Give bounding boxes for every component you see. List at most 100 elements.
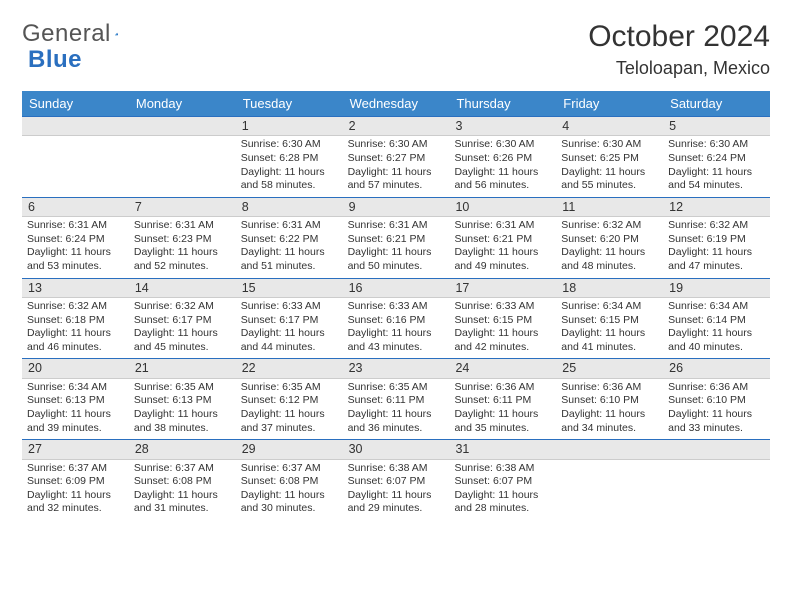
daylight-text: Daylight: 11 hours <box>454 489 551 503</box>
sunset-text: Sunset: 6:17 PM <box>241 314 338 328</box>
cell-body: Sunrise: 6:36 AMSunset: 6:10 PMDaylight:… <box>663 379 770 440</box>
day-number: 31 <box>449 439 556 459</box>
daylight-text: and 29 minutes. <box>348 502 445 516</box>
daylight-text: and 32 minutes. <box>27 502 124 516</box>
sunrise-text: Sunrise: 6:31 AM <box>348 219 445 233</box>
calendar-cell: 24Sunrise: 6:36 AMSunset: 6:11 PMDayligh… <box>449 358 556 439</box>
sunset-text: Sunset: 6:25 PM <box>561 152 658 166</box>
sunset-text: Sunset: 6:15 PM <box>561 314 658 328</box>
day-number: 14 <box>129 278 236 298</box>
daylight-text: Daylight: 11 hours <box>454 408 551 422</box>
sunset-text: Sunset: 6:18 PM <box>27 314 124 328</box>
calendar-cell: 18Sunrise: 6:34 AMSunset: 6:15 PMDayligh… <box>556 278 663 359</box>
calendar-week: 27Sunrise: 6:37 AMSunset: 6:09 PMDayligh… <box>22 439 770 520</box>
sunset-text: Sunset: 6:21 PM <box>454 233 551 247</box>
day-number: 4 <box>556 116 663 136</box>
cell-body: Sunrise: 6:30 AMSunset: 6:26 PMDaylight:… <box>449 136 556 197</box>
day-header: Monday <box>129 91 236 116</box>
daylight-text: and 47 minutes. <box>668 260 765 274</box>
weeks: ....1Sunrise: 6:30 AMSunset: 6:28 PMDayl… <box>22 116 770 520</box>
day-number: . <box>129 116 236 136</box>
day-number: 12 <box>663 197 770 217</box>
day-header: Sunday <box>22 91 129 116</box>
day-number: 28 <box>129 439 236 459</box>
sunset-text: Sunset: 6:22 PM <box>241 233 338 247</box>
calendar-cell: 31Sunrise: 6:38 AMSunset: 6:07 PMDayligh… <box>449 439 556 520</box>
day-number: 13 <box>22 278 129 298</box>
day-number: 8 <box>236 197 343 217</box>
cell-body: Sunrise: 6:37 AMSunset: 6:09 PMDaylight:… <box>22 460 129 521</box>
day-number: 7 <box>129 197 236 217</box>
daylight-text: Daylight: 11 hours <box>134 408 231 422</box>
sunrise-text: Sunrise: 6:37 AM <box>241 462 338 476</box>
day-number: 21 <box>129 358 236 378</box>
cell-body: Sunrise: 6:33 AMSunset: 6:17 PMDaylight:… <box>236 298 343 359</box>
sunrise-text: Sunrise: 6:30 AM <box>348 138 445 152</box>
logo-triangle-icon <box>115 26 118 42</box>
sunset-text: Sunset: 6:24 PM <box>27 233 124 247</box>
cell-body: Sunrise: 6:31 AMSunset: 6:21 PMDaylight:… <box>343 217 450 278</box>
sunset-text: Sunset: 6:12 PM <box>241 394 338 408</box>
calendar-cell: .. <box>556 439 663 520</box>
daylight-text: Daylight: 11 hours <box>241 327 338 341</box>
daylight-text: Daylight: 11 hours <box>348 246 445 260</box>
daylight-text: and 35 minutes. <box>454 422 551 436</box>
sunrise-text: Sunrise: 6:36 AM <box>561 381 658 395</box>
daylight-text: and 58 minutes. <box>241 179 338 193</box>
sunset-text: Sunset: 6:09 PM <box>27 475 124 489</box>
day-header: Friday <box>556 91 663 116</box>
cell-body: Sunrise: 6:35 AMSunset: 6:12 PMDaylight:… <box>236 379 343 440</box>
calendar-cell: 11 Sunrise: 6:32 AMSunset: 6:20 PMDayligh… <box>556 197 663 278</box>
daylight-text: Daylight: 11 hours <box>561 246 658 260</box>
title-block: October 2024 Teloloapan, Mexico <box>588 20 770 79</box>
cell-body: Sunrise: 6:37 AMSunset: 6:08 PMDaylight:… <box>129 460 236 521</box>
daylight-text: and 48 minutes. <box>561 260 658 274</box>
sunrise-text: Sunrise: 6:31 AM <box>134 219 231 233</box>
daylight-text: and 31 minutes. <box>134 502 231 516</box>
sunrise-text: Sunrise: 6:33 AM <box>348 300 445 314</box>
sunset-text: Sunset: 6:23 PM <box>134 233 231 247</box>
calendar-cell: 30Sunrise: 6:38 AMSunset: 6:07 PMDayligh… <box>343 439 450 520</box>
daylight-text: Daylight: 11 hours <box>454 246 551 260</box>
calendar-cell: 6Sunrise: 6:31 AMSunset: 6:24 PMDaylight… <box>22 197 129 278</box>
sunset-text: Sunset: 6:24 PM <box>668 152 765 166</box>
day-number: 18 <box>556 278 663 298</box>
calendar-cell: 12Sunrise: 6:32 AMSunset: 6:19 PMDayligh… <box>663 197 770 278</box>
sunset-text: Sunset: 6:20 PM <box>561 233 658 247</box>
calendar-cell: 20Sunrise: 6:34 AMSunset: 6:13 PMDayligh… <box>22 358 129 439</box>
daylight-text: Daylight: 11 hours <box>134 246 231 260</box>
day-number: 17 <box>449 278 556 298</box>
daylight-text: and 49 minutes. <box>454 260 551 274</box>
day-number: . <box>663 439 770 459</box>
day-header: Tuesday <box>236 91 343 116</box>
day-number: 1 <box>236 116 343 136</box>
daylight-text: and 39 minutes. <box>27 422 124 436</box>
day-number: 24 <box>449 358 556 378</box>
day-number: 11 <box>556 197 663 217</box>
calendar-cell: .. <box>663 439 770 520</box>
daylight-text: Daylight: 11 hours <box>454 166 551 180</box>
calendar-cell: 8Sunrise: 6:31 AMSunset: 6:22 PMDaylight… <box>236 197 343 278</box>
sunset-text: Sunset: 6:15 PM <box>454 314 551 328</box>
calendar-cell: 22Sunrise: 6:35 AMSunset: 6:12 PMDayligh… <box>236 358 343 439</box>
day-number: 29 <box>236 439 343 459</box>
sunrise-text: Sunrise: 6:35 AM <box>241 381 338 395</box>
sunrise-text: Sunrise: 6:32 AM <box>561 219 658 233</box>
sunset-text: Sunset: 6:21 PM <box>348 233 445 247</box>
sunrise-text: Sunrise: 6:36 AM <box>668 381 765 395</box>
daylight-text: Daylight: 11 hours <box>668 166 765 180</box>
day-number: 10 <box>449 197 556 217</box>
day-number: 26 <box>663 358 770 378</box>
daylight-text: Daylight: 11 hours <box>241 408 338 422</box>
calendar-cell: 26Sunrise: 6:36 AMSunset: 6:10 PMDayligh… <box>663 358 770 439</box>
sunset-text: Sunset: 6:28 PM <box>241 152 338 166</box>
daylight-text: and 51 minutes. <box>241 260 338 274</box>
sunrise-text: Sunrise: 6:30 AM <box>668 138 765 152</box>
calendar-week: 6Sunrise: 6:31 AMSunset: 6:24 PMDaylight… <box>22 197 770 278</box>
daylight-text: and 28 minutes. <box>454 502 551 516</box>
daylight-text: Daylight: 11 hours <box>134 489 231 503</box>
sunrise-text: Sunrise: 6:36 AM <box>454 381 551 395</box>
calendar-week: 13Sunrise: 6:32 AMSunset: 6:18 PMDayligh… <box>22 278 770 359</box>
daylight-text: Daylight: 11 hours <box>668 246 765 260</box>
day-headers: SundayMondayTuesdayWednesdayThursdayFrid… <box>22 91 770 116</box>
